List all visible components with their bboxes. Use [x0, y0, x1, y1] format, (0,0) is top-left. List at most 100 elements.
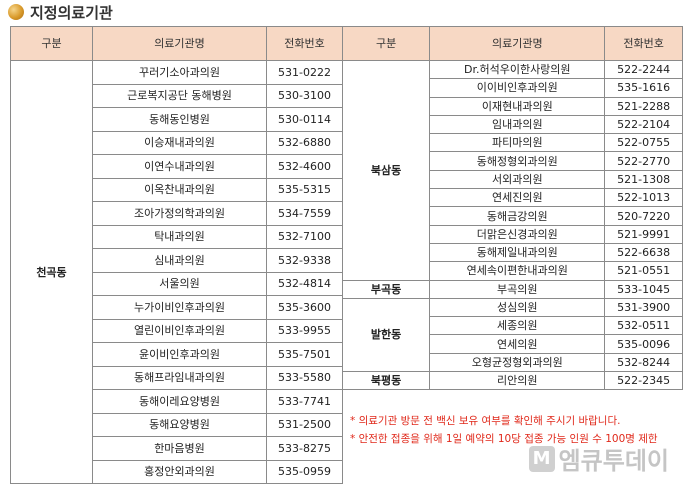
clinic-name: 임내과의원	[429, 114, 606, 135]
clinic-name: 서울의원	[92, 271, 267, 296]
table-row: 동해이레요양병원 533-7741	[11, 389, 343, 414]
clinic-name: 동해동인병원	[92, 107, 267, 132]
table-row: 동해프라임내과의원 533-5580	[11, 365, 343, 390]
clinic-name: 서외과의원	[429, 169, 606, 190]
clinic-name: 연세속이편한내과의원	[429, 261, 606, 281]
clinic-phone: 533-5580	[266, 365, 343, 390]
clinic-name: 부곡의원	[429, 279, 606, 299]
clinic-phone: 535-7501	[266, 342, 343, 367]
clinic-name: 세종의원	[429, 316, 606, 336]
clinic-phone: 535-0959	[266, 459, 343, 484]
table-row: 탁내과의원 532-7100	[11, 224, 343, 249]
clinic-phone: 535-1616	[604, 78, 683, 98]
clinic-phone: 531-2500	[266, 412, 343, 437]
clinic-name: 이승재내과의원	[92, 130, 267, 155]
clinic-name: 동해이레요양병원	[92, 389, 267, 414]
clinic-phone: 531-3900	[604, 297, 683, 318]
clinic-phone: 520-7220	[604, 206, 683, 226]
table-row: 파티마의원 522-0755	[343, 133, 683, 153]
section-title: 지정의료기관	[8, 2, 113, 22]
clinic-phone: 532-9338	[266, 248, 343, 273]
header-group: 구분	[341, 26, 431, 61]
clinic-phone: 522-0755	[604, 133, 683, 153]
table-row: 누가이비인후과의원 535-3600	[11, 295, 343, 320]
right-clinic-table: 구분 의료기관명 전화번호 북삼동 Dr.허석우이한사랑의원 522-2244 이이비…	[341, 26, 683, 391]
clinic-name: 탁내과의원	[92, 224, 267, 249]
clinic-phone: 531-0222	[266, 60, 343, 85]
clinic-phone: 521-2288	[604, 96, 683, 116]
clinic-name: 심내과의원	[92, 248, 267, 273]
clinic-phone: 522-6638	[604, 242, 683, 263]
clinic-name: 이재현내과의원	[429, 96, 606, 116]
clinic-name: 누가이비인후과의원	[92, 295, 267, 320]
clinic-name: 한마음병원	[92, 436, 267, 461]
clinic-name: 동해요양병원	[92, 412, 267, 437]
table-row: 열린이비인후과의원 533-9955	[11, 318, 343, 343]
notice-line-1: * 의료기관 방문 전 백신 보유 여부를 확인해 주시기 바랍니다.	[350, 415, 621, 427]
clinic-phone: 530-0114	[266, 107, 343, 132]
page-title: 지정의료기관	[30, 3, 113, 22]
header-clinic-name: 의료기관명	[92, 26, 267, 61]
clinic-name: 동해프라임내과의원	[92, 365, 267, 390]
clinic-phone: 533-7741	[266, 389, 343, 414]
clinic-name: 홍정안외과의원	[92, 459, 267, 484]
table-row: 윤이비인후과의원 535-7501	[11, 342, 343, 367]
left-clinic-table: 구분 의료기관명 전화번호 천곡동 꾸러기소아과의원 531-0222 근로복지공단 …	[10, 26, 343, 484]
clinic-phone: 532-4600	[266, 154, 343, 179]
clinic-phone: 533-9955	[266, 318, 343, 343]
table-row: 홍정안외과의원 535-0959	[11, 459, 343, 484]
clinic-phone: 533-8275	[266, 436, 343, 461]
clinic-name: 리안의원	[429, 371, 606, 391]
watermark-logo-icon: M	[528, 445, 555, 472]
table-row: 심내과의원 532-9338	[11, 248, 343, 273]
clinic-name: 동해제일내과의원	[429, 242, 606, 263]
header-group: 구분	[10, 26, 93, 61]
clinic-phone: 532-7100	[266, 224, 343, 249]
table-row: 북삼동 Dr.허석우이한사랑의원 522-2244	[341, 59, 683, 281]
group-label: 발한동	[341, 297, 431, 373]
notice-box: * 의료기관 방문 전 백신 보유 여부를 확인해 주시기 바랍니다. * 안전…	[350, 412, 658, 448]
clinic-phone: 521-1308	[604, 169, 683, 190]
clinic-phone: 522-2104	[604, 114, 683, 135]
clinic-phone: 522-2770	[604, 151, 683, 171]
clinic-phone: 532-4814	[266, 271, 343, 296]
table-row: 이옥찬내과의원 535-5315	[11, 177, 343, 202]
table-row: 세종의원 532-0511	[343, 316, 683, 336]
group-label: 북삼동	[341, 60, 431, 281]
header-clinic-name: 의료기관명	[429, 26, 606, 61]
clinic-phone: 535-0096	[604, 334, 683, 354]
header-phone: 전화번호	[266, 26, 343, 61]
table-row: 이재현내과의원 521-2288	[343, 96, 683, 116]
table-row: 이승재내과의원 532-6880	[11, 130, 343, 155]
group-label: 천곡동	[10, 60, 93, 484]
table-row: 서울의원 532-4814	[11, 271, 343, 296]
table-row: 동해요양병원 531-2500	[11, 412, 343, 437]
clinic-phone: 535-3600	[266, 295, 343, 320]
header-phone: 전화번호	[604, 26, 683, 61]
clinic-phone: 533-1045	[604, 279, 683, 299]
group-label: 부곡동	[341, 279, 431, 299]
clinic-name: 이연수내과의원	[92, 154, 267, 179]
table-row: 서외과의원 521-1308	[343, 169, 683, 190]
clinic-phone: 522-1013	[604, 188, 683, 208]
table-row: 발한동 성심의원 531-3900	[341, 297, 683, 373]
clinic-phone: 521-0551	[604, 261, 683, 281]
clinic-phone: 522-2244	[604, 59, 683, 80]
clinic-name: 근로복지공단 동해병원	[92, 83, 267, 108]
clinic-phone: 532-8244	[604, 352, 683, 373]
clinic-name: 동해금강의원	[429, 206, 606, 226]
table-row: 한마음병원 533-8275	[11, 436, 343, 461]
table-row: 연세의원 535-0096	[343, 334, 683, 354]
group-label: 북평동	[341, 371, 431, 391]
clinic-name: 열린이비인후과의원	[92, 318, 267, 343]
clinic-name: 연세진의원	[429, 188, 606, 208]
clinic-phone: 530-3100	[266, 83, 343, 108]
clinic-name: 동해정형외과의원	[429, 151, 606, 171]
table-row: 북평동 리안의원 522-2345	[341, 371, 683, 391]
clinic-name: 이이비인후과의원	[429, 78, 606, 98]
bullet-ball-icon	[8, 4, 24, 20]
table-row: 부곡동 부곡의원 533-1045	[341, 279, 683, 299]
clinic-name: 오형균정형외과의원	[429, 352, 606, 373]
clinic-name: 파티마의원	[429, 133, 606, 153]
notice-line-2: * 안전한 접종을 위해 1일 예약의 10당 접종 가능 인원 수 100명 …	[350, 433, 658, 445]
